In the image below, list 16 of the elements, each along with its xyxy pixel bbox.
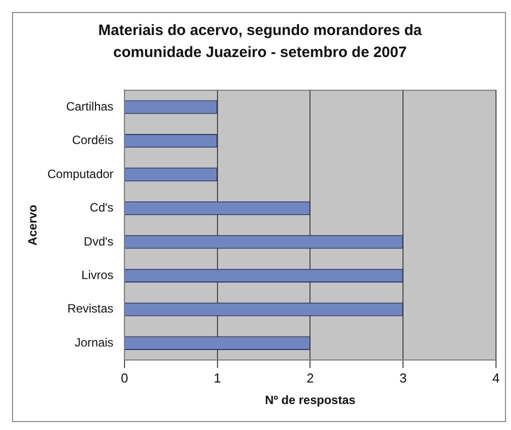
x-tick-label: 1 <box>214 370 221 386</box>
y-tick-label: Cd's <box>90 200 114 215</box>
y-tick-label: Jornais <box>74 335 114 350</box>
x-tick-label: 0 <box>120 370 128 386</box>
y-tick-label: Dvd's <box>84 234 114 248</box>
y-tick-label: Cartilhas <box>66 99 114 114</box>
x-axis-title: Nº de respostas <box>265 393 356 408</box>
x-tick-label: 2 <box>306 370 314 386</box>
y-tick-label: Revistas <box>67 302 114 316</box>
y-axis-title: Acervo <box>26 204 40 246</box>
y-tick-label: Computador <box>47 166 114 181</box>
x-tick-label: 4 <box>492 370 500 386</box>
x-tick-label: 3 <box>399 370 407 386</box>
y-tick-label: Cordéis <box>72 133 114 148</box>
y-tick-label: Livros <box>81 268 114 282</box>
chart-title: Materiais do acervo, segundo morandores da comunidade Juazeiro - setembro de 2007 <box>97 21 423 63</box>
